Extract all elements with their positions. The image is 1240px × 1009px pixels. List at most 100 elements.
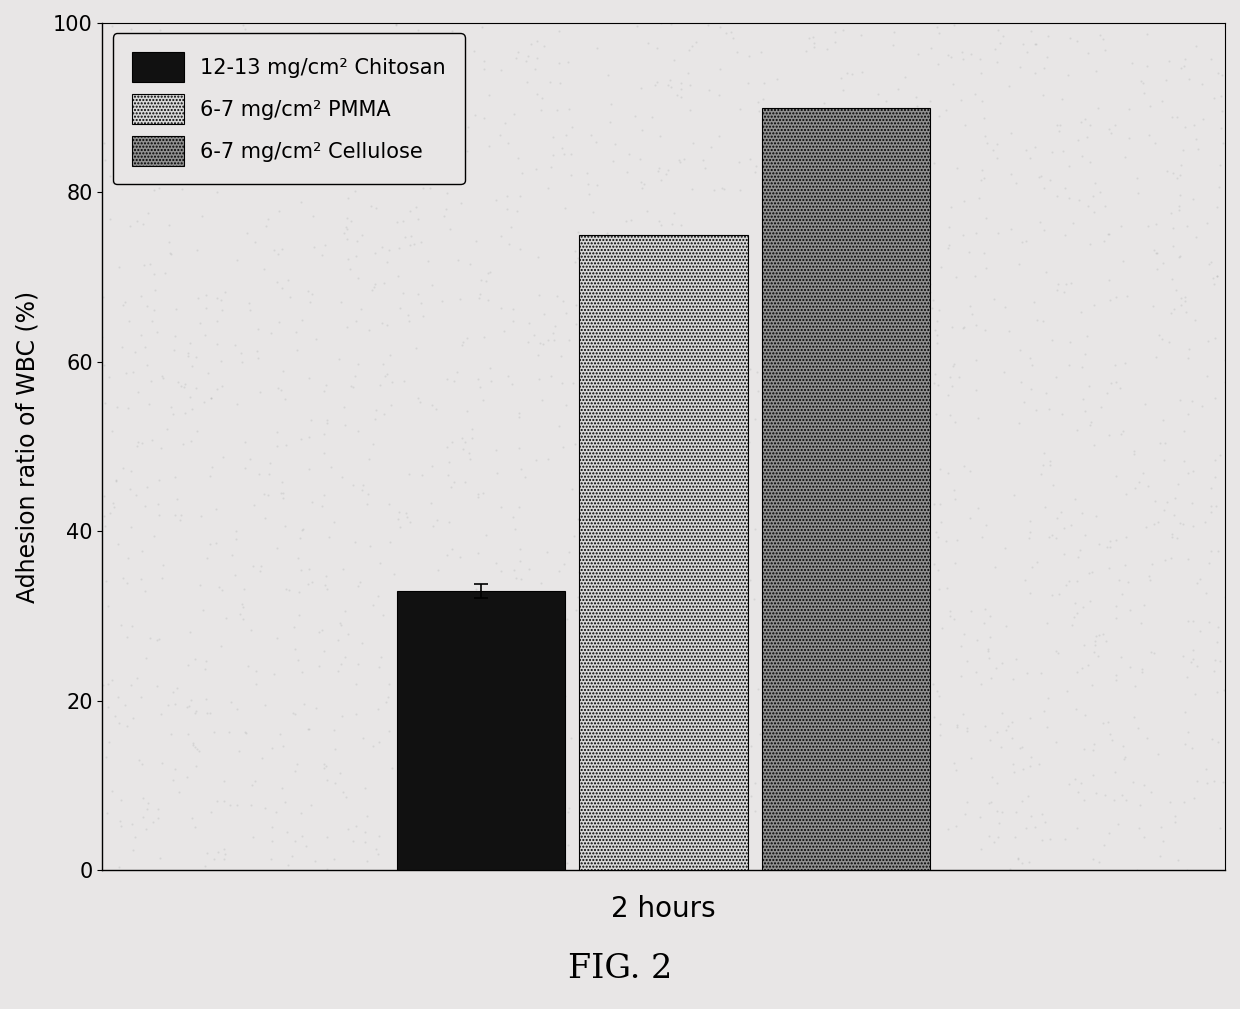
Point	[267, 274, 286, 291]
Point	[254, 510, 274, 526]
Point	[10, 354, 30, 370]
Point	[552, 348, 572, 364]
Point	[1114, 253, 1133, 269]
Point	[153, 368, 172, 384]
Point	[1176, 304, 1195, 320]
Point	[105, 708, 125, 724]
Point	[423, 458, 443, 474]
Point	[1055, 180, 1075, 196]
Point	[760, 304, 780, 320]
Point	[1163, 165, 1183, 182]
Point	[992, 705, 1012, 721]
Point	[1148, 746, 1168, 762]
Point	[583, 428, 603, 444]
Point	[211, 42, 231, 59]
Point	[1027, 312, 1047, 328]
Point	[730, 182, 750, 198]
Point	[714, 636, 734, 652]
Point	[1197, 762, 1216, 778]
Point	[84, 158, 104, 175]
Point	[771, 373, 791, 389]
Point	[526, 161, 546, 178]
Point	[1176, 293, 1195, 309]
Point	[1199, 255, 1219, 271]
Point	[877, 93, 897, 109]
Point	[626, 299, 646, 315]
Point	[1018, 788, 1038, 804]
Point	[804, 289, 823, 305]
Point	[460, 451, 480, 467]
Point	[889, 452, 909, 468]
Point	[109, 258, 129, 274]
Point	[1138, 568, 1158, 584]
Point	[213, 793, 233, 809]
Point	[650, 127, 670, 143]
Point	[248, 350, 268, 366]
Point	[1066, 701, 1086, 717]
Point	[368, 701, 388, 717]
Point	[268, 540, 288, 556]
Point	[418, 253, 438, 269]
Point	[94, 356, 114, 372]
Point	[620, 780, 640, 796]
Point	[687, 699, 707, 715]
Point	[1099, 714, 1118, 731]
Point	[1069, 192, 1089, 208]
Point	[336, 649, 356, 665]
Point	[634, 273, 653, 290]
Point	[151, 706, 171, 722]
Point	[443, 434, 463, 450]
Point	[0, 799, 10, 815]
Point	[599, 707, 619, 723]
Point	[112, 618, 131, 634]
Point	[298, 151, 317, 167]
Point	[983, 142, 1003, 158]
Point	[877, 789, 897, 805]
Point	[774, 539, 794, 555]
Point	[1151, 819, 1171, 835]
Point	[807, 104, 827, 120]
Point	[658, 77, 678, 93]
Point	[211, 293, 231, 309]
Point	[882, 460, 901, 476]
Point	[787, 804, 807, 820]
Point	[370, 734, 389, 750]
Point	[577, 538, 596, 554]
Point	[727, 370, 746, 386]
Point	[295, 107, 315, 123]
Point	[802, 177, 822, 193]
Point	[179, 698, 198, 714]
Point	[805, 457, 825, 473]
Point	[392, 699, 412, 715]
Point	[273, 363, 293, 379]
Point	[103, 494, 123, 511]
Point	[945, 491, 965, 508]
Point	[1027, 403, 1047, 419]
Point	[1006, 829, 1025, 846]
Point	[6, 804, 26, 820]
Point	[246, 234, 265, 250]
Point	[1085, 637, 1105, 653]
Point	[16, 140, 36, 156]
Point	[236, 21, 255, 37]
Point	[469, 696, 489, 712]
Point	[262, 167, 281, 184]
Point	[126, 670, 146, 686]
Point	[694, 278, 714, 295]
Point	[451, 116, 471, 132]
Point	[529, 628, 549, 644]
Point	[657, 815, 677, 831]
Point	[1210, 447, 1230, 463]
Point	[673, 596, 693, 612]
Point	[525, 820, 544, 836]
Point	[31, 42, 51, 59]
Point	[306, 699, 326, 715]
Point	[827, 805, 847, 821]
Point	[481, 372, 501, 388]
Point	[4, 349, 24, 365]
Point	[813, 752, 833, 768]
Point	[805, 366, 825, 382]
Point	[165, 761, 185, 777]
Point	[892, 271, 911, 288]
Point	[68, 827, 88, 844]
